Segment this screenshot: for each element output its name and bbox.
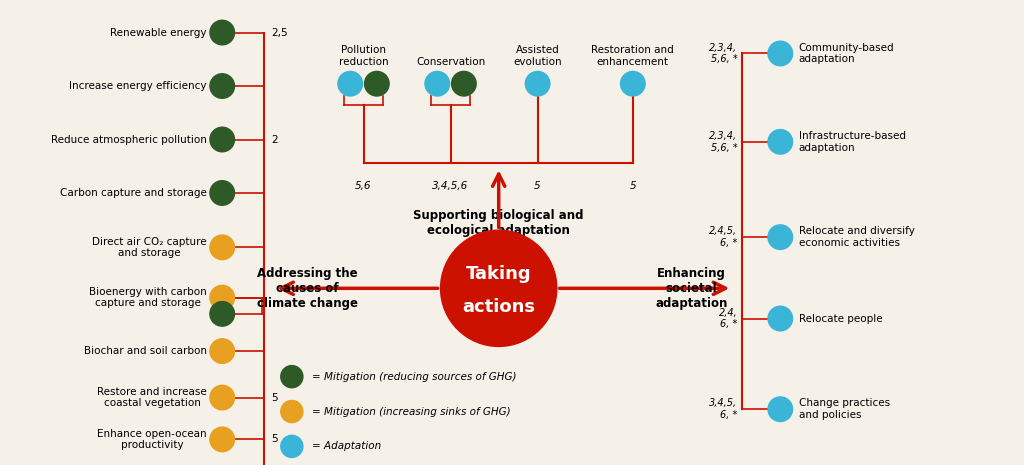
- Ellipse shape: [768, 306, 793, 331]
- Text: Relocate people: Relocate people: [799, 313, 883, 324]
- Ellipse shape: [210, 339, 234, 363]
- Text: 2,3,4,
5,6, *: 2,3,4, 5,6, *: [710, 131, 737, 153]
- Ellipse shape: [210, 20, 234, 45]
- Text: Biochar and soil carbon: Biochar and soil carbon: [84, 346, 207, 356]
- Ellipse shape: [425, 72, 450, 96]
- Text: Taking: Taking: [466, 266, 531, 283]
- Text: Change practices
and policies: Change practices and policies: [799, 399, 890, 420]
- Text: 2,3,4,
5,6, *: 2,3,4, 5,6, *: [710, 43, 737, 64]
- Text: Relocate and diversify
economic activities: Relocate and diversify economic activiti…: [799, 226, 914, 248]
- Text: Bioenergy with carbon
capture and storage: Bioenergy with carbon capture and storag…: [89, 287, 207, 308]
- Ellipse shape: [210, 181, 234, 205]
- Ellipse shape: [281, 435, 303, 458]
- Text: Increase energy efficiency: Increase energy efficiency: [70, 81, 207, 91]
- Ellipse shape: [525, 72, 550, 96]
- Ellipse shape: [621, 72, 645, 96]
- Text: 5: 5: [271, 434, 278, 445]
- Ellipse shape: [452, 72, 476, 96]
- Text: Restore and increase
coastal vegetation: Restore and increase coastal vegetation: [97, 387, 207, 408]
- Text: Infrastructure-based
adaptation: Infrastructure-based adaptation: [799, 131, 905, 153]
- Ellipse shape: [210, 286, 234, 310]
- Ellipse shape: [210, 427, 234, 452]
- Text: 2,4,
6, *: 2,4, 6, *: [719, 308, 737, 329]
- Text: 2,5: 2,5: [271, 27, 288, 38]
- Text: 5,6: 5,6: [355, 181, 372, 192]
- Text: Enhance open-ocean
productivity: Enhance open-ocean productivity: [97, 429, 207, 450]
- Ellipse shape: [210, 74, 234, 98]
- Text: Addressing the
causes of
climate change: Addressing the causes of climate change: [257, 267, 357, 310]
- Ellipse shape: [768, 397, 793, 421]
- Ellipse shape: [281, 365, 303, 388]
- Text: = Mitigation (reducing sources of GHG): = Mitigation (reducing sources of GHG): [312, 372, 517, 382]
- Ellipse shape: [440, 230, 557, 346]
- Ellipse shape: [281, 400, 303, 423]
- Text: = Adaptation: = Adaptation: [312, 441, 382, 452]
- Text: 5: 5: [271, 392, 278, 403]
- Ellipse shape: [210, 235, 234, 259]
- Ellipse shape: [768, 225, 793, 249]
- Text: actions: actions: [462, 298, 536, 316]
- Ellipse shape: [210, 302, 234, 326]
- Text: Renewable energy: Renewable energy: [111, 27, 207, 38]
- Text: 2,4,5,
6, *: 2,4,5, 6, *: [710, 226, 737, 248]
- Text: Restoration and
enhancement: Restoration and enhancement: [592, 45, 674, 67]
- Text: Supporting biological and
ecological adaptation: Supporting biological and ecological ada…: [414, 209, 584, 237]
- Text: Carbon capture and storage: Carbon capture and storage: [60, 188, 207, 198]
- Text: Pollution
reduction: Pollution reduction: [339, 45, 388, 67]
- Text: Reduce atmospheric pollution: Reduce atmospheric pollution: [51, 134, 207, 145]
- Text: Assisted
evolution: Assisted evolution: [513, 45, 562, 67]
- Text: 5: 5: [630, 181, 636, 192]
- Text: Direct air CO₂ capture
and storage: Direct air CO₂ capture and storage: [92, 237, 207, 258]
- Text: Community-based
adaptation: Community-based adaptation: [799, 43, 894, 64]
- Ellipse shape: [768, 41, 793, 66]
- Ellipse shape: [768, 130, 793, 154]
- Ellipse shape: [210, 127, 234, 152]
- Ellipse shape: [365, 72, 389, 96]
- Text: Conservation: Conservation: [416, 57, 485, 67]
- Text: Enhancing
societal
adaptation: Enhancing societal adaptation: [655, 267, 727, 310]
- Text: 5: 5: [535, 181, 541, 192]
- Ellipse shape: [338, 72, 362, 96]
- Ellipse shape: [210, 385, 234, 410]
- Text: = Mitigation (increasing sinks of GHG): = Mitigation (increasing sinks of GHG): [312, 406, 511, 417]
- Text: 3,4,5,6: 3,4,5,6: [432, 181, 469, 192]
- Text: 3,4,5,
6, *: 3,4,5, 6, *: [710, 399, 737, 420]
- Text: 2: 2: [271, 134, 278, 145]
